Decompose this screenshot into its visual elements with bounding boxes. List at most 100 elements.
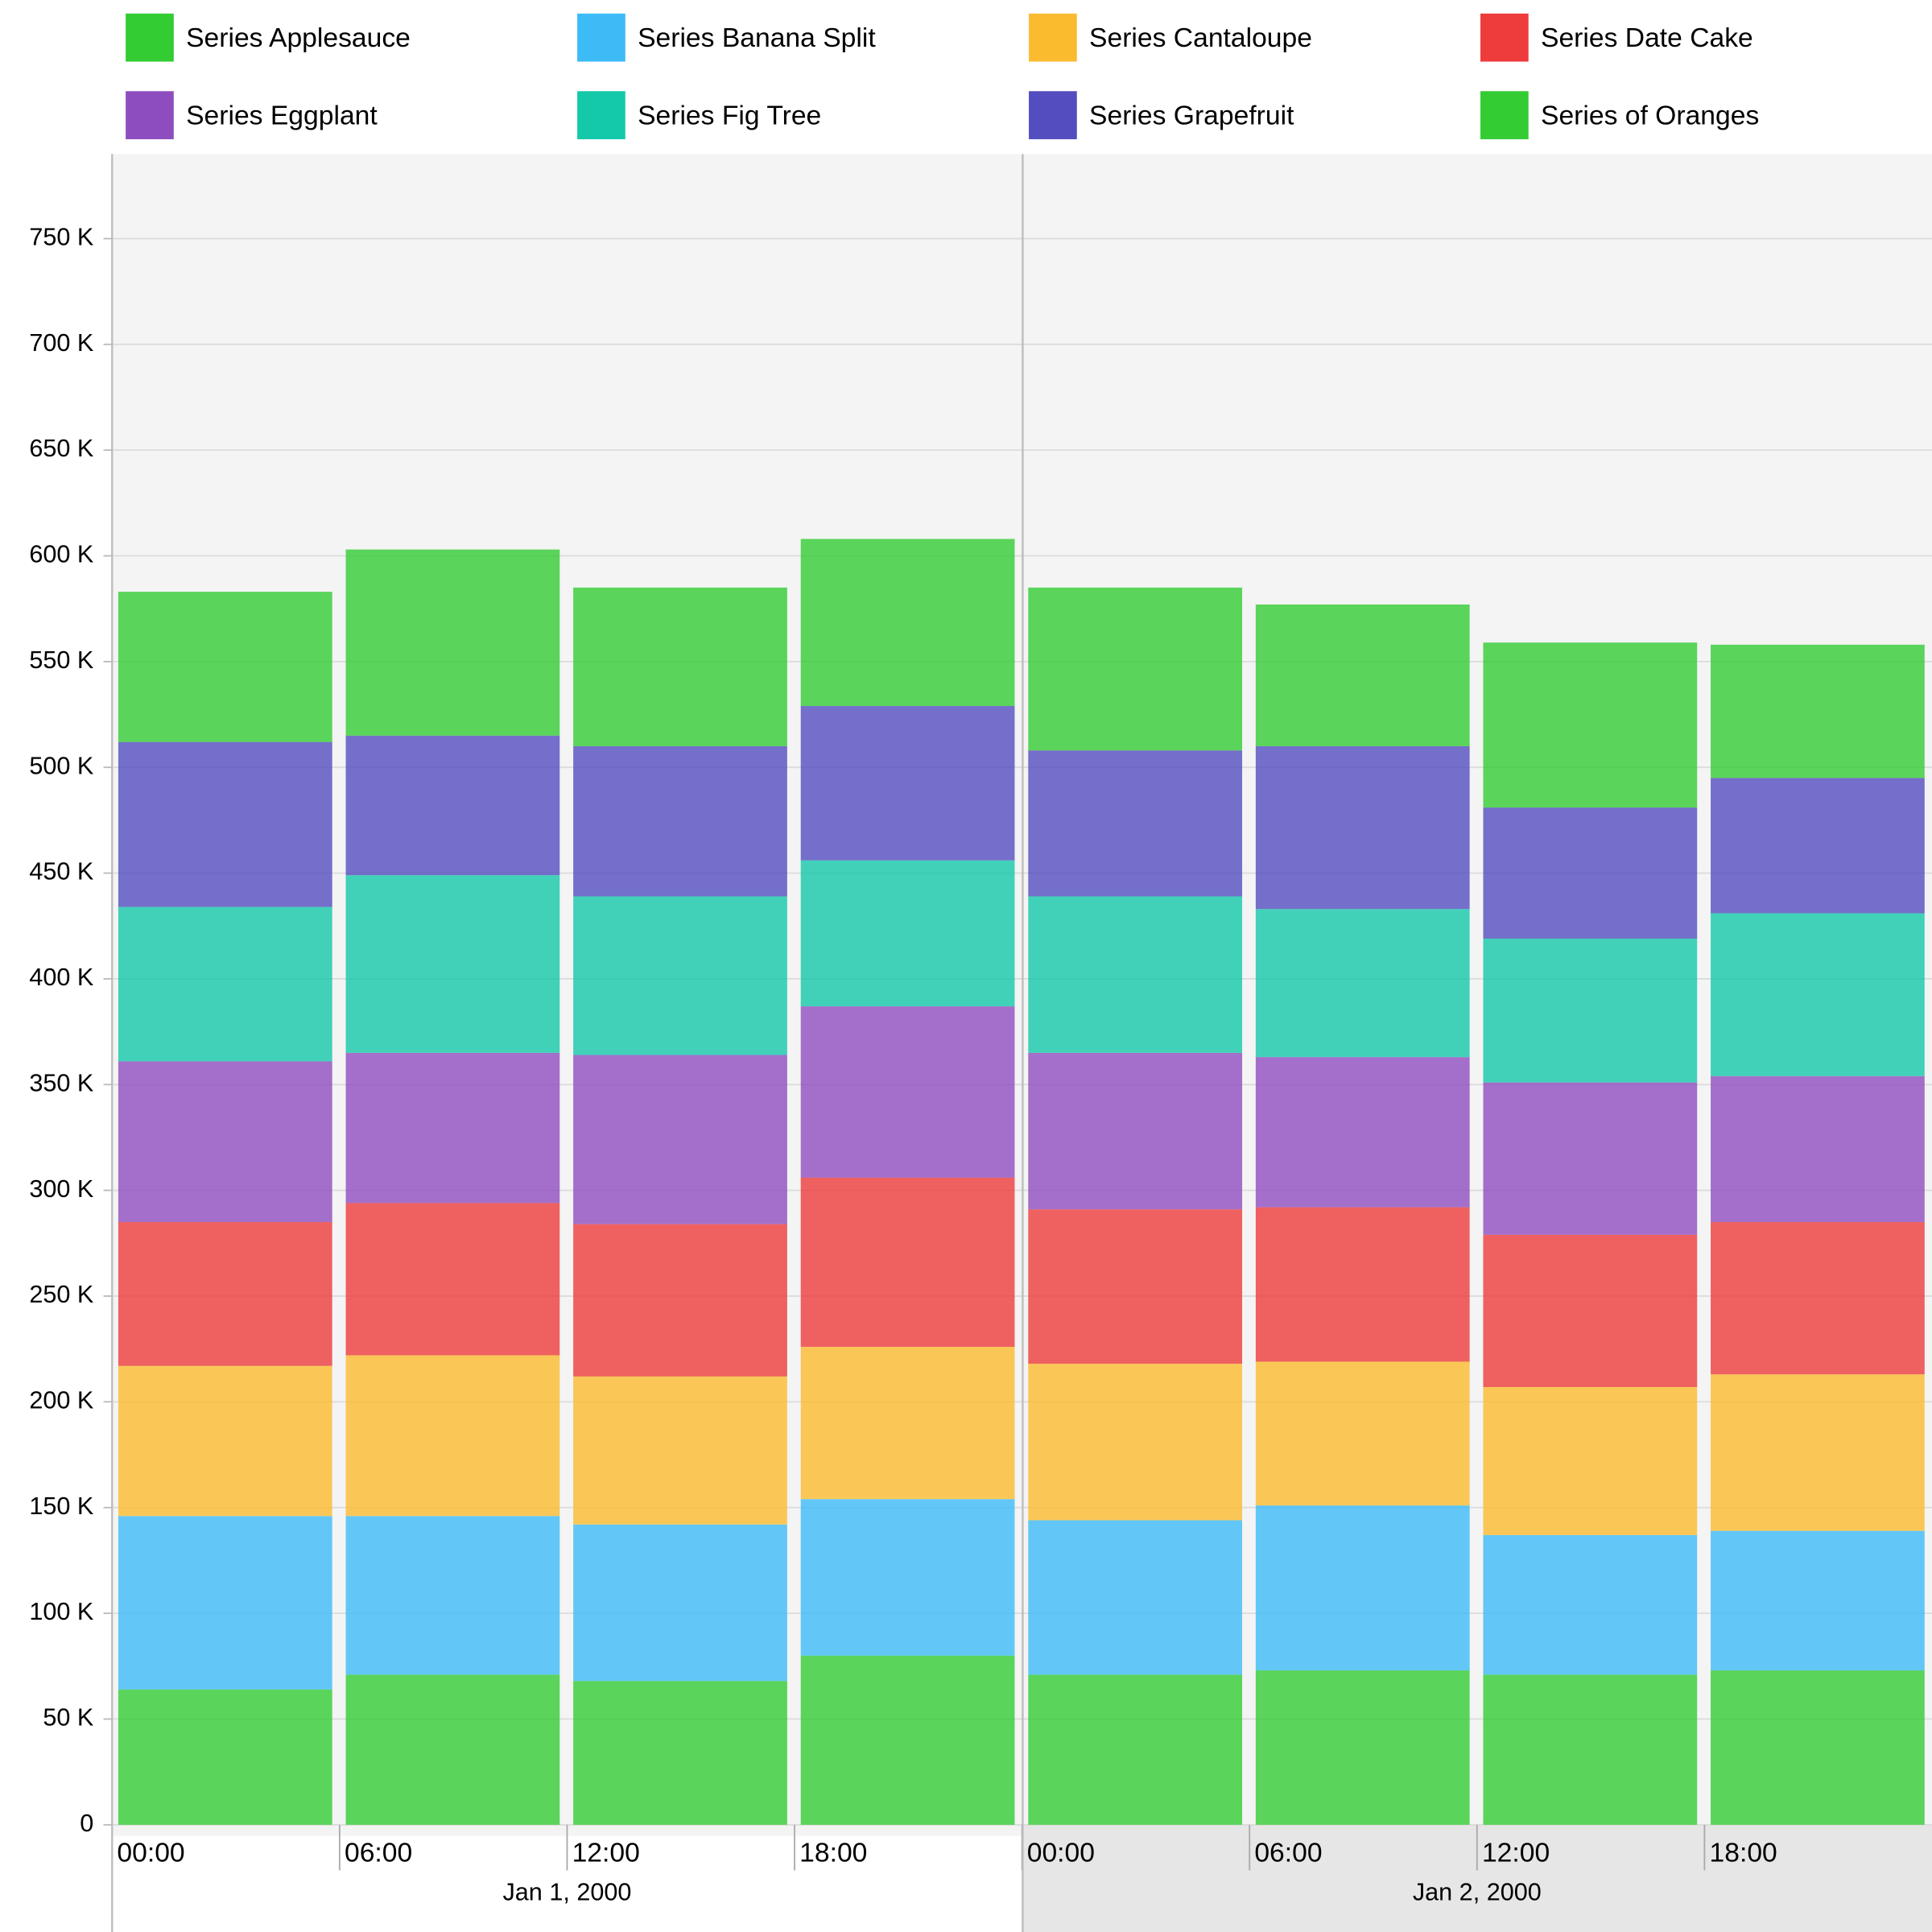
bar-segment [1483, 642, 1698, 808]
y-tick-label: 650 K [29, 435, 94, 462]
y-tick-label: 750 K [29, 224, 94, 251]
x-tick-label: 06:00 [345, 1838, 412, 1868]
legend-label: Series Cantaloupe [1089, 23, 1312, 53]
bar-segment [573, 745, 787, 897]
y-tick-label: 400 K [29, 964, 94, 991]
x-tick-label: 18:00 [799, 1838, 867, 1868]
bar-segment [345, 735, 560, 876]
legend-swatch [1480, 91, 1529, 139]
bar-segment [1483, 1387, 1698, 1535]
y-tick-label: 500 K [29, 752, 94, 779]
legend-swatch [126, 91, 174, 139]
bar-segment [573, 1224, 787, 1377]
bar-segment [1483, 807, 1698, 939]
legend-label: Series of Oranges [1541, 101, 1759, 130]
bar-segment [573, 1376, 787, 1525]
legend-label: Series Fig Tree [638, 101, 821, 130]
bar-segment [1483, 1234, 1698, 1388]
legend-label: Series Applesauce [186, 23, 411, 53]
bar-segment [1255, 1057, 1470, 1208]
y-tick-label: 200 K [29, 1386, 94, 1414]
bar-segment [1483, 1082, 1698, 1235]
bar-segment [800, 1655, 1015, 1825]
bar-segment [1483, 939, 1698, 1083]
y-tick-label: 550 K [29, 646, 94, 674]
bar-segment [1028, 896, 1243, 1053]
bar-segment [573, 896, 787, 1055]
bar-segment [800, 706, 1015, 861]
y-tick-label: 250 K [29, 1281, 94, 1308]
x-group-label: Jan 1, 2000 [502, 1879, 631, 1906]
legend-swatch [577, 13, 625, 62]
bar-segment [1483, 1534, 1698, 1675]
bar-segment [118, 1689, 332, 1825]
bar-segment [345, 875, 560, 1053]
bar-segment [1711, 1075, 1925, 1223]
bar-segment [1028, 1209, 1243, 1364]
bar-segment [1711, 1530, 1925, 1671]
bar-segment [118, 1222, 332, 1366]
bar-segment [1711, 913, 1925, 1076]
x-tick-label: 06:00 [1254, 1838, 1322, 1868]
bar-segment [800, 1177, 1015, 1348]
y-tick-label: 300 K [29, 1175, 94, 1203]
bar-segment [118, 741, 332, 907]
legend-label: Series Date Cake [1541, 23, 1753, 53]
x-group-label: Jan 2, 2000 [1413, 1879, 1542, 1906]
bar-segment [1255, 604, 1470, 746]
x-tick-label: 18:00 [1710, 1838, 1777, 1868]
legend-label: Series Grapefruit [1089, 101, 1294, 130]
bar-segment [118, 592, 332, 742]
bar-segment [1255, 745, 1470, 910]
bar-segment [345, 1203, 560, 1356]
legend-swatch [1029, 91, 1077, 139]
legend-swatch [1029, 13, 1077, 62]
bar-segment [1255, 1670, 1470, 1825]
x-tick-label: 00:00 [1027, 1838, 1095, 1868]
bar-segment [345, 1355, 560, 1517]
bar-segment [1255, 1505, 1470, 1671]
bar-segment [800, 1006, 1015, 1178]
y-tick-label: 350 K [29, 1069, 94, 1096]
bar-segment [345, 1052, 560, 1203]
bar-segment [118, 1365, 332, 1517]
bar-segment [1028, 1364, 1243, 1521]
legend-swatch [126, 13, 174, 62]
bar-segment [1255, 1207, 1470, 1362]
bar-segment [1028, 587, 1243, 751]
bar-segment [1028, 750, 1243, 897]
bar-segment [1711, 1374, 1925, 1531]
y-tick-label: 600 K [29, 541, 94, 568]
bar-segment [1711, 1670, 1925, 1825]
y-tick-label: 0 [80, 1810, 93, 1837]
legend-swatch [1480, 13, 1529, 62]
bar-segment [1711, 778, 1925, 914]
bar-segment [345, 1674, 560, 1825]
bar-segment [1483, 1674, 1698, 1825]
bar-segment [1711, 1222, 1925, 1375]
bar-segment [1711, 644, 1925, 778]
bar-segment [118, 1061, 332, 1223]
x-tick-label: 12:00 [1482, 1838, 1550, 1868]
bar-segment [800, 539, 1015, 707]
bar-segment [800, 860, 1015, 1007]
bar-segment [573, 1524, 787, 1682]
y-tick-label: 50 K [43, 1704, 94, 1732]
bar-segment [345, 1516, 560, 1675]
bar-segment [800, 1499, 1015, 1656]
legend-label: Series Eggplant [186, 101, 378, 130]
bar-segment [1028, 1052, 1243, 1210]
y-tick-label: 450 K [29, 858, 94, 886]
bar-segment [573, 1681, 787, 1825]
chart-layer: 0 50 K 100 K 150 K 200 K 250 K 300 K 350 K 400 K… [29, 13, 1932, 1906]
y-tick-label: 700 K [29, 329, 94, 357]
x-tick-label: 12:00 [572, 1838, 640, 1868]
bar-segment [800, 1347, 1015, 1500]
bar-segment [573, 587, 787, 746]
bar-segment [1255, 1361, 1470, 1506]
bar-segment [1255, 909, 1470, 1058]
bar-segment [118, 906, 332, 1062]
y-tick-label: 150 K [29, 1492, 94, 1520]
bar-segment [345, 549, 560, 736]
